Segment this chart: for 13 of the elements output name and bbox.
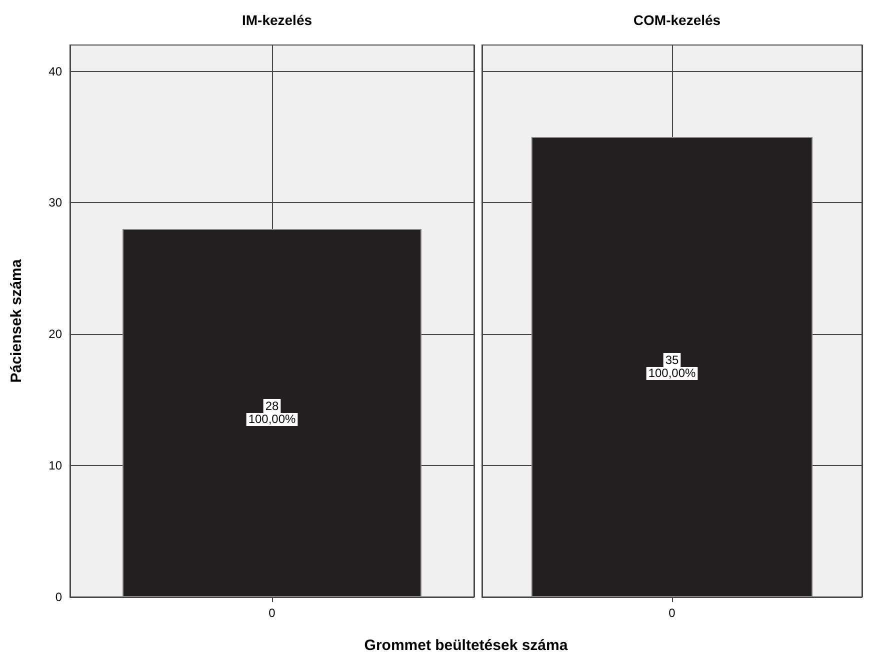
chart-title: IM-kezelés <box>242 12 312 28</box>
x-axis-title: Grommet beültetések száma <box>363 637 569 654</box>
y-tick-label: 20 <box>48 327 62 342</box>
chart-title: COM-kezelés <box>633 12 721 28</box>
y-axis-title: Páciensek száma <box>8 258 25 383</box>
data-label: 35 <box>665 353 679 367</box>
y-tick-label: 0 <box>55 590 62 604</box>
data-label: 28 <box>265 399 279 413</box>
y-tick-label: 40 <box>48 64 62 78</box>
y-tick-label: 10 <box>48 458 62 473</box>
y-tick-label: 30 <box>48 196 62 210</box>
annotation: 100,00% <box>648 366 696 380</box>
annotation: 100,00% <box>248 412 296 426</box>
